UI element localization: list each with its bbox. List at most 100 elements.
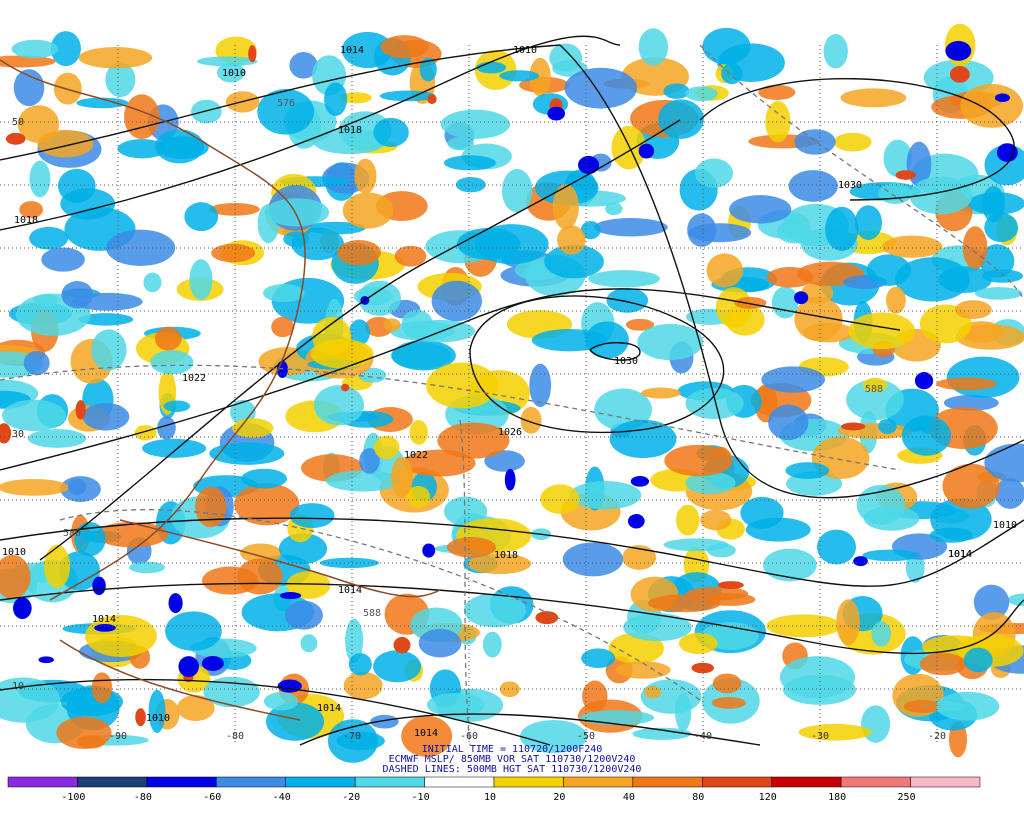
vorticity-shade xyxy=(447,136,475,151)
vorticity-shade xyxy=(234,483,300,526)
vorticity-shade xyxy=(60,687,124,717)
vorticity-shade xyxy=(678,632,718,655)
longitude-label: -80 xyxy=(226,731,244,742)
vorticity-shade xyxy=(946,356,1020,399)
isobar-label: 1018 xyxy=(14,215,38,226)
isobar-label: 1014 xyxy=(414,728,438,739)
vorticity-shade xyxy=(0,479,70,496)
vorticity-shade xyxy=(426,362,499,409)
vorticity-shade xyxy=(817,529,857,565)
vorticity-shade xyxy=(909,176,973,215)
vorticity-shade xyxy=(380,35,429,59)
vorticity-shade xyxy=(685,387,744,420)
vorticity-shade xyxy=(734,296,767,309)
vorticity-shade xyxy=(289,503,335,528)
vorticity-shade xyxy=(394,245,427,267)
vorticity-shade xyxy=(418,628,462,658)
vorticity-core xyxy=(422,543,436,558)
vorticity-shade xyxy=(798,723,872,741)
height-label: 588 xyxy=(363,608,381,619)
isobar xyxy=(469,295,725,434)
vorticity-shade xyxy=(467,553,532,575)
vorticity-shade xyxy=(609,419,677,459)
vorticity-shade xyxy=(758,84,796,100)
vorticity-shade xyxy=(345,618,364,663)
longitude-label: -20 xyxy=(928,731,946,742)
vorticity-shade xyxy=(776,219,812,244)
colorbar-label: -60 xyxy=(203,792,221,803)
vorticity-shade xyxy=(271,316,294,338)
vorticity-shade xyxy=(91,329,127,371)
isobar-label: 1014 xyxy=(948,549,972,560)
vorticity-core xyxy=(427,94,437,105)
vorticity-core xyxy=(277,679,302,693)
isobar-label: 1022 xyxy=(182,373,206,384)
longitude-label: -30 xyxy=(811,731,829,742)
vorticity-shade xyxy=(156,136,209,159)
vorticity-shade xyxy=(13,69,45,107)
vorticity-shade xyxy=(484,450,525,472)
colorbar-label: 80 xyxy=(692,792,704,803)
vorticity-shade xyxy=(685,471,736,495)
vorticity-shade xyxy=(278,533,328,565)
vorticity-shade xyxy=(871,621,892,647)
vorticity-core xyxy=(248,45,257,63)
vorticity-shade xyxy=(640,387,681,399)
vorticity-shade xyxy=(929,527,973,543)
vorticity-shade xyxy=(264,198,330,227)
vorticity-shade xyxy=(779,656,856,699)
vorticity-shade xyxy=(373,117,409,147)
vorticity-shade xyxy=(189,259,213,300)
colorbar-label: 180 xyxy=(828,792,846,803)
vorticity-shade xyxy=(715,287,753,328)
vorticity-shade xyxy=(78,47,153,69)
vorticity-shade xyxy=(794,129,836,155)
vorticity-shade xyxy=(324,82,348,117)
isobar xyxy=(0,288,901,471)
vorticity-shade xyxy=(984,212,1019,243)
vorticity-core xyxy=(135,708,146,727)
isobar-label: 1022 xyxy=(404,450,428,461)
vorticity-core xyxy=(638,143,655,159)
vorticity-shade xyxy=(529,363,552,408)
vorticity-core xyxy=(895,170,916,180)
vorticity-shade xyxy=(676,504,700,536)
vorticity-shade xyxy=(761,366,826,393)
vorticity-shade xyxy=(638,28,669,66)
colorbar-label: -100 xyxy=(61,792,85,803)
vorticity-core xyxy=(996,143,1018,162)
vorticity-shade xyxy=(712,673,742,694)
colorbar-segment xyxy=(493,776,564,788)
vorticity-shade xyxy=(76,735,106,749)
colorbar-segment xyxy=(632,776,703,788)
colorbar-label: 250 xyxy=(898,792,916,803)
vorticity-shade xyxy=(954,300,992,320)
vorticity-shade xyxy=(184,202,219,232)
vorticity-shade xyxy=(862,549,919,562)
vorticity-shade xyxy=(967,192,1024,215)
vorticity-shade xyxy=(848,312,916,350)
vorticity-shade xyxy=(373,435,400,460)
longitude-label: -40 xyxy=(694,731,712,742)
vorticity-shade xyxy=(664,444,733,477)
vorticity-shade xyxy=(476,61,507,74)
vorticity-shade xyxy=(615,661,671,679)
vorticity-core xyxy=(168,593,183,614)
coastline xyxy=(119,519,441,598)
vorticity-shade xyxy=(19,201,43,219)
vorticity-shade xyxy=(833,132,872,152)
vorticity-shade xyxy=(854,205,883,240)
vorticity-core xyxy=(840,422,866,431)
colorbar-label: -10 xyxy=(412,792,430,803)
height-contour xyxy=(0,364,901,471)
colorbar-label: 20 xyxy=(553,792,565,803)
vorticity-shade xyxy=(803,322,855,343)
isobar xyxy=(0,44,561,161)
latitude-label: 30 xyxy=(12,429,24,440)
vorticity-shade xyxy=(0,554,31,599)
vorticity-shade xyxy=(262,284,305,303)
vorticity-shade xyxy=(43,544,71,588)
vorticity-shade xyxy=(836,599,860,646)
vorticity-shade xyxy=(128,561,165,574)
